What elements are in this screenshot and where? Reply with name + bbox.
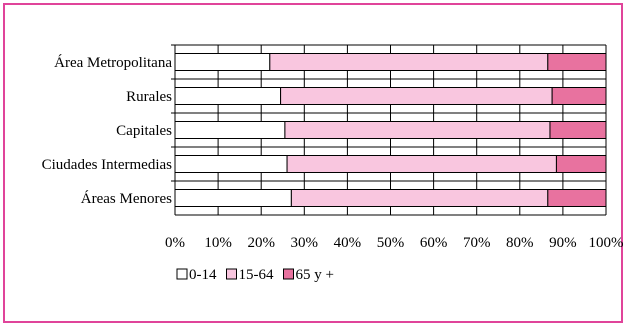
x-tick-label: 90%	[549, 235, 577, 251]
legend-swatch	[226, 268, 237, 280]
bar-segment-15-64	[284, 121, 551, 139]
bar-segment-0-14	[174, 121, 286, 139]
legend-label: 0-14	[189, 267, 217, 283]
x-tick-label: 100%	[589, 235, 624, 251]
bar-segment-0-14	[174, 155, 288, 173]
axes	[171, 44, 175, 182]
labels: Área Metropolitana Rurales Capitales Ciudad…	[42, 54, 624, 251]
x-tick-label: 50%	[377, 235, 405, 251]
bar-segment-15-64	[280, 87, 553, 105]
bar-segment-15-64	[290, 189, 549, 207]
bars	[174, 53, 607, 207]
bar-segment-65-y-	[555, 155, 607, 173]
bar-segment-0-14	[174, 189, 292, 207]
category-label: Ciudades Intermedias	[42, 157, 173, 173]
category-label: Áreas Menores	[81, 190, 172, 207]
bar-segment-0-14	[174, 87, 282, 105]
bar-segment-65-y-	[551, 87, 607, 105]
x-tick-label: 60%	[420, 235, 448, 251]
bar-segment-15-64	[286, 155, 557, 173]
legend: 0-14 15-64 65 y +	[176, 267, 334, 283]
bar-segment-15-64	[269, 53, 549, 71]
category-label: Área Metropolitana	[54, 54, 172, 71]
legend-swatch	[283, 268, 294, 280]
legend-label: 65 y +	[296, 267, 334, 283]
x-tick-label: 10%	[204, 235, 232, 251]
x-tick-label: 70%	[463, 235, 491, 251]
bar-segment-65-y-	[547, 53, 607, 71]
x-tick-label: 0%	[165, 235, 185, 251]
bar-segment-65-y-	[547, 189, 607, 207]
x-tick-label: 40%	[334, 235, 362, 251]
category-label: Capitales	[116, 123, 172, 139]
x-tick-label: 80%	[506, 235, 534, 251]
bar-segment-65-y-	[549, 121, 607, 139]
bar-segment-0-14	[174, 53, 271, 71]
x-tick-label: 20%	[247, 235, 275, 251]
legend-swatch	[176, 268, 188, 280]
category-label: Rurales	[126, 89, 172, 105]
legend-label: 15-64	[239, 267, 274, 283]
x-tick-label: 30%	[291, 235, 319, 251]
